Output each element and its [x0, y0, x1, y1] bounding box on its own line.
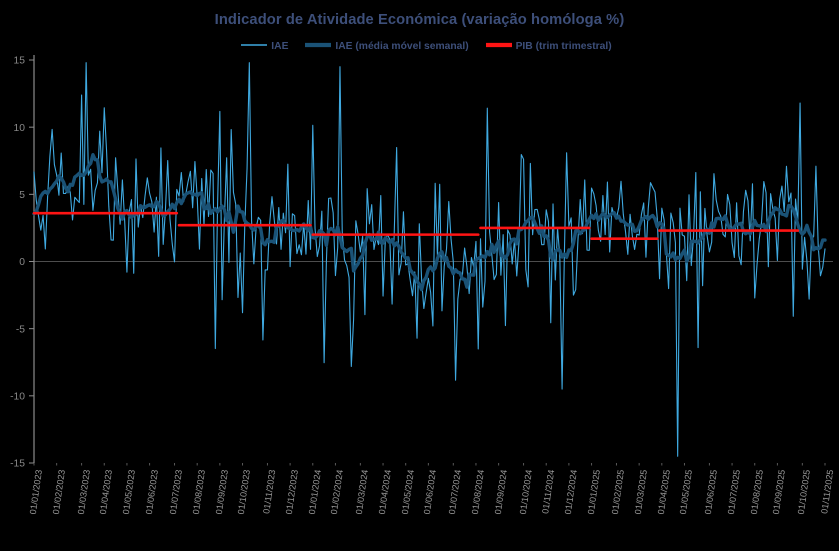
svg-text:0: 0: [19, 257, 25, 268]
svg-text:15: 15: [14, 56, 26, 67]
svg-text:-15: -15: [10, 459, 25, 470]
svg-text:-5: -5: [16, 324, 25, 335]
svg-text:10: 10: [14, 123, 26, 134]
svg-text:5: 5: [19, 190, 25, 201]
svg-text:-10: -10: [10, 392, 25, 403]
